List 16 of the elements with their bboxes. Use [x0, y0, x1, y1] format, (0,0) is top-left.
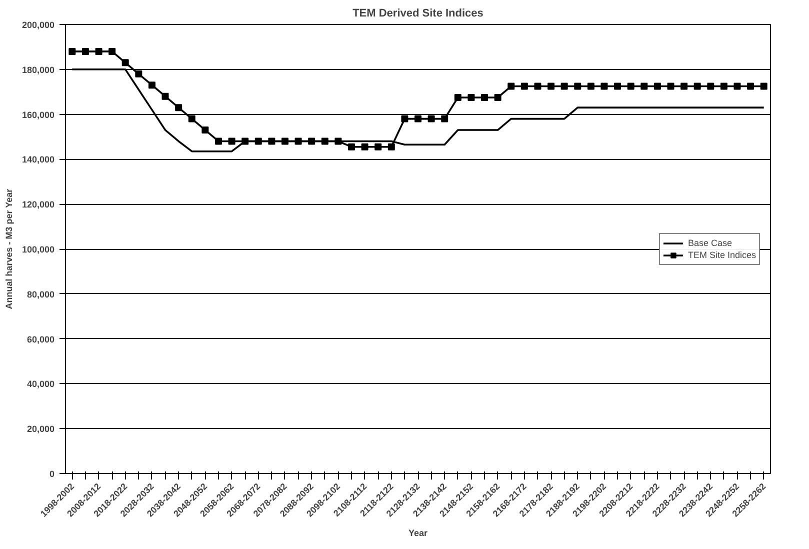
y-tick-label: 20,000 — [26, 424, 55, 434]
y-tick-label: 140,000 — [22, 154, 55, 165]
legend-label: TEM Site Indices — [688, 248, 756, 260]
y-tick-label: 0 — [49, 469, 55, 479]
y-tick-label: 160,000 — [22, 110, 55, 120]
chart-title: TEM Derived Site Indices — [352, 8, 484, 20]
y-tick-label: 60,000 — [26, 334, 55, 344]
y-tick-label: 80,000 — [26, 289, 55, 300]
y-tick-label: 120,000 — [22, 200, 55, 210]
y-tick-label: 100,000 — [22, 244, 55, 254]
y-tick-label: 40,000 — [26, 379, 55, 390]
x-axis-title: Year — [408, 528, 428, 538]
y-tick-label: 180,000 — [22, 64, 55, 75]
legend-label: Base Case — [688, 236, 732, 248]
y-tick-label: 200,000 — [22, 20, 55, 30]
y-axis-title: Annual harves - M3 per Year — [4, 188, 14, 310]
